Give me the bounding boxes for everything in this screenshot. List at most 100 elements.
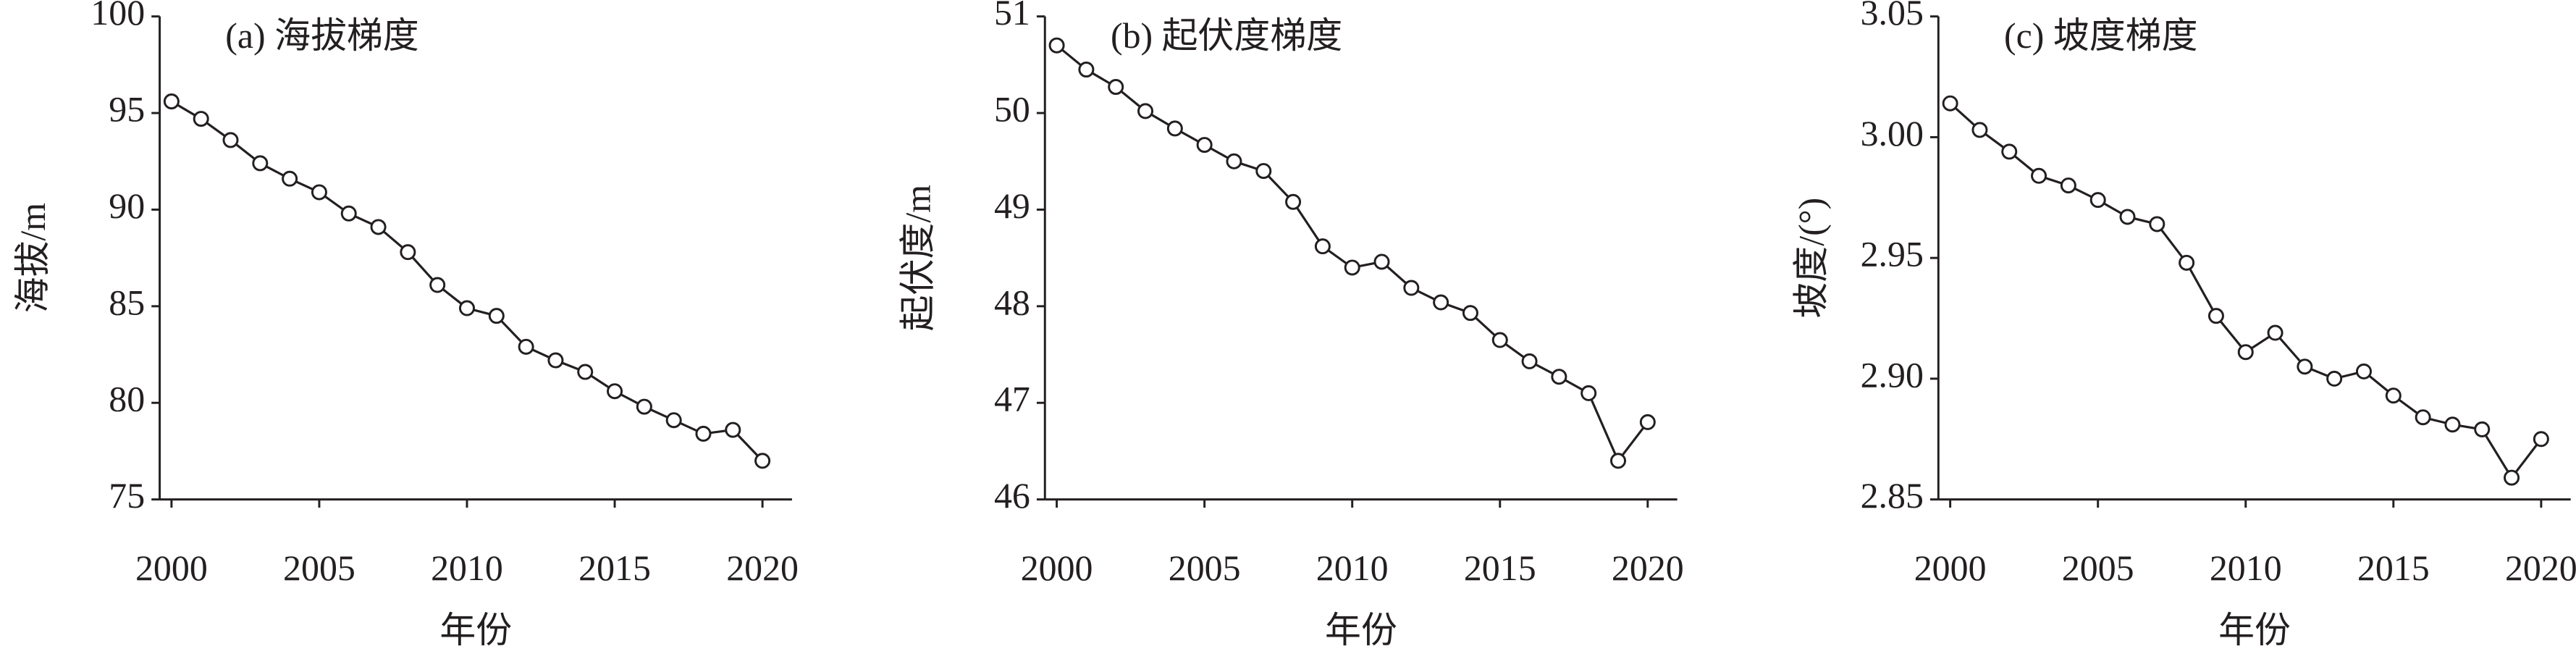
- data-point: [2060, 177, 2076, 194]
- x-tick-label: 2005: [1169, 548, 1241, 588]
- data-point: [1462, 305, 1478, 322]
- x-tick-label: 2000: [135, 548, 208, 588]
- data-point: [2149, 216, 2165, 232]
- y-tick-label: 95: [109, 90, 145, 130]
- data-point: [1373, 253, 1390, 270]
- data-point: [2474, 421, 2491, 437]
- chart-title: (c) 坡度梯度: [2004, 16, 2197, 56]
- y-tick-label: 47: [994, 379, 1030, 419]
- x-tick-label: 2020: [1612, 548, 1684, 588]
- data-point: [1048, 37, 1065, 54]
- y-tick-label: 50: [994, 90, 1030, 130]
- y-tick-label: 51: [994, 0, 1030, 33]
- data-point: [607, 383, 623, 400]
- y-tick-label: 48: [994, 282, 1030, 322]
- x-tick-label: 2005: [283, 548, 355, 588]
- data-point: [1403, 280, 1420, 296]
- data-point: [222, 132, 239, 148]
- data-point: [1196, 137, 1213, 154]
- chart-title: (b) 起伏度梯度: [1111, 16, 1342, 56]
- data-point: [163, 93, 180, 110]
- data-point: [1108, 79, 1124, 96]
- data-point: [1226, 153, 1242, 169]
- data-point: [2385, 387, 2402, 404]
- chart-title: (a) 海拔梯度: [225, 16, 418, 56]
- x-tick-label: 2015: [578, 548, 651, 588]
- data-point: [577, 364, 594, 380]
- y-tick-label: 90: [109, 186, 145, 226]
- data-point: [2355, 363, 2373, 379]
- x-axis-label: 年份: [439, 611, 512, 650]
- y-tick-label: 100: [91, 0, 145, 33]
- data-point: [547, 352, 564, 369]
- data-point: [1942, 95, 1958, 112]
- data-point: [370, 219, 387, 235]
- data-point: [311, 184, 327, 201]
- data-point: [518, 338, 534, 355]
- data-point: [1521, 353, 1538, 369]
- x-tick-label: 2005: [2062, 548, 2134, 588]
- y-tick-label: 46: [994, 476, 1030, 516]
- data-point: [1137, 103, 1154, 119]
- data-point: [1491, 332, 1508, 348]
- y-tick-label: 2.85: [1861, 476, 1924, 516]
- x-tick-label: 2015: [1464, 548, 1536, 588]
- x-axis-label: 年份: [1325, 611, 1397, 650]
- x-tick-label: 2000: [1021, 548, 1093, 588]
- data-point: [2504, 469, 2520, 486]
- data-point: [2415, 409, 2431, 426]
- data-point: [2267, 324, 2284, 341]
- data-point: [458, 300, 475, 316]
- y-tick-label: 3.00: [1861, 114, 1924, 154]
- data-point: [2089, 192, 2106, 209]
- y-tick-label: 3.05: [1861, 0, 1924, 33]
- data-point: [1285, 193, 1302, 210]
- data-point: [1166, 120, 1183, 137]
- y-axis-label: 起伏度/m: [898, 185, 938, 332]
- y-tick-label: 2.95: [1861, 235, 1924, 274]
- data-point: [2533, 431, 2549, 448]
- data-point: [1639, 414, 1656, 430]
- data-point: [1255, 163, 1272, 180]
- x-tick-label: 2010: [1316, 548, 1389, 588]
- data-point: [2179, 254, 2195, 271]
- data-point: [2119, 209, 2136, 225]
- y-tick-label: 75: [109, 476, 145, 516]
- x-axis-label: 年份: [2218, 611, 2291, 650]
- data-point: [2297, 358, 2313, 375]
- data-point: [282, 170, 298, 187]
- x-tick-label: 2010: [431, 548, 503, 588]
- data-point: [429, 277, 446, 293]
- data-point: [340, 205, 357, 222]
- data-point: [1433, 294, 1449, 311]
- y-tick-label: 2.90: [1861, 355, 1924, 395]
- data-point: [488, 308, 505, 324]
- data-point: [1580, 385, 1597, 401]
- y-tick-label: 49: [994, 186, 1030, 226]
- data-point: [1610, 453, 1627, 469]
- y-axis-label: 海拔/m: [13, 203, 53, 314]
- data-point: [252, 155, 269, 172]
- data-point: [2031, 167, 2047, 184]
- x-tick-label: 2000: [1914, 548, 1987, 588]
- x-tick-label: 2020: [2505, 548, 2576, 588]
- data-point: [636, 398, 652, 415]
- data-point: [400, 244, 416, 261]
- data-point: [1344, 259, 1360, 276]
- data-point: [2444, 416, 2461, 433]
- data-point: [725, 421, 741, 438]
- data-point: [1078, 62, 1095, 78]
- y-tick-label: 80: [109, 379, 145, 419]
- data-point: [2237, 344, 2254, 361]
- y-tick-label: 85: [109, 282, 145, 322]
- data-point: [665, 412, 682, 429]
- x-tick-label: 2015: [2357, 548, 2430, 588]
- x-tick-label: 2020: [726, 548, 799, 588]
- data-point: [193, 111, 209, 127]
- y-axis-label: 坡度/(°): [1792, 198, 1832, 319]
- data-point: [1551, 369, 1567, 385]
- data-point: [2326, 370, 2343, 387]
- data-point: [2001, 143, 2018, 160]
